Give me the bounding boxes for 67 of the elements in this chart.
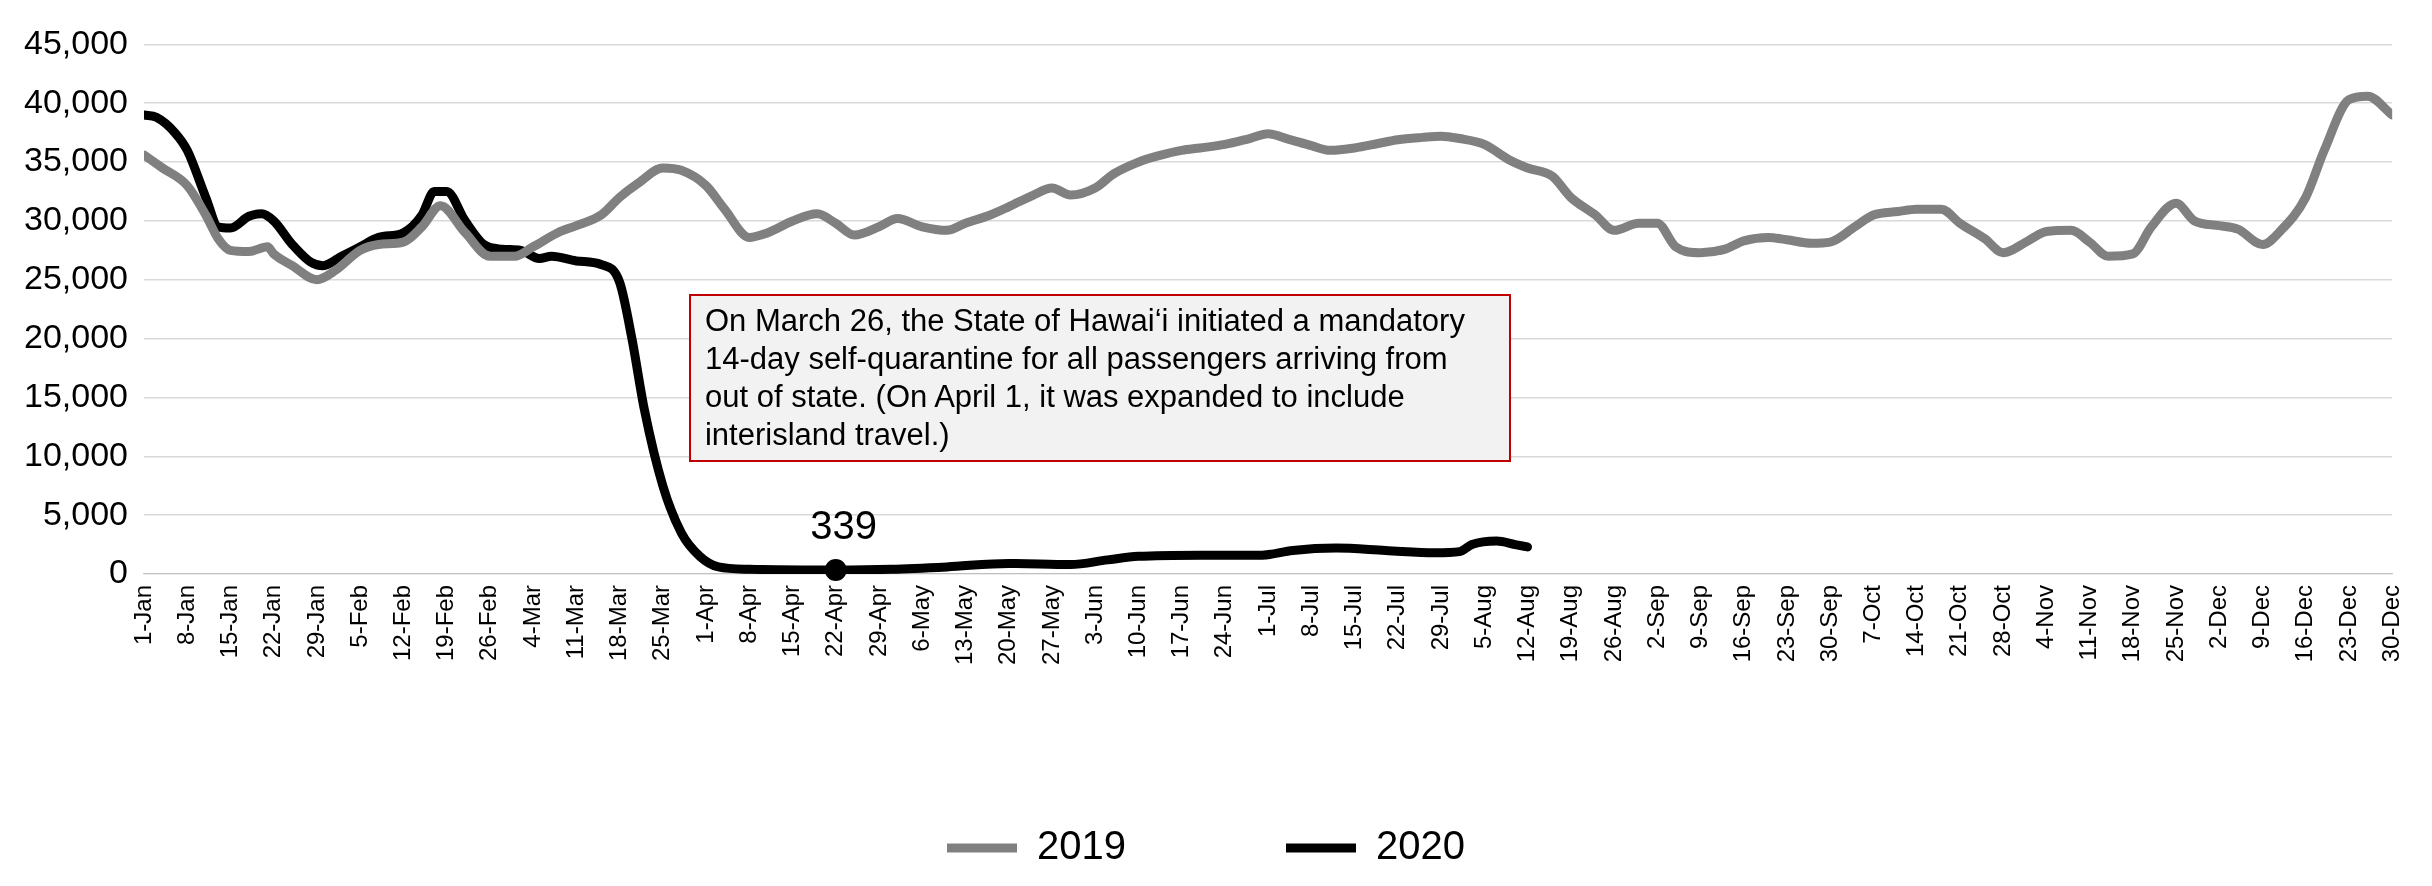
x-tick-label: 14-Oct (1901, 584, 1929, 657)
x-tick-label: 10-Jun (1123, 584, 1151, 659)
x-tick-label: 21-Oct (1944, 584, 1972, 657)
x-tick-label: 29-Jan (301, 584, 329, 659)
x-tick-label: 16-Dec (2290, 584, 2318, 663)
y-tick-label: 40,000 (23, 81, 128, 120)
x-tick-label: 22-Apr (820, 584, 848, 658)
x-tick-label: 5-Aug (1468, 584, 1496, 650)
y-tick-label: 0 (109, 552, 128, 591)
x-tick-label: 25-Nov (2160, 584, 2188, 663)
x-tick-label: 4-Mar (517, 584, 545, 648)
x-tick-label: 8-Jul (1295, 584, 1323, 637)
x-tick-label: 22-Jul (1382, 584, 1410, 651)
x-tick-label: 11-Nov (2074, 584, 2102, 661)
annotation: On March 26, the State of Hawai‘i initiated a mandatory 14-day self-quarantine for all passengers arriving from out of state. (On April 1, it was expanded to include interisland travel.) (688, 293, 1511, 462)
x-tick-label: 12-Aug (1512, 584, 1540, 663)
x-tick-label: 26-Aug (1598, 584, 1626, 663)
x-tick-label: 23-Sep (1771, 584, 1799, 663)
x-tick-label: 19-Feb (431, 584, 459, 662)
x-tick-label: 4-Nov (2030, 584, 2058, 649)
legend-label: 2020 (1376, 823, 1465, 868)
x-tick-label: 6-May (906, 584, 934, 652)
legend-label: 2019 (1037, 823, 1126, 868)
x-tick-label: 17-Jun (1166, 584, 1194, 659)
x-tick-label: 15-Apr (777, 584, 805, 658)
x-tick-label: 22-Jan (258, 584, 286, 659)
x-tick-label: 25-Mar (647, 584, 675, 661)
y-tick-label: 25,000 (23, 258, 128, 297)
x-tick-label: 2-Sep (1641, 584, 1669, 650)
x-tick-label: 23-Dec (2333, 584, 2361, 663)
x-tick-label: 16-Sep (1728, 584, 1756, 663)
x-tick-label: 27-May (1036, 584, 1064, 665)
y-tick-label: 20,000 (23, 316, 128, 355)
x-tick-label: 18-Mar (604, 584, 632, 661)
x-tick-label: 28-Oct (1987, 584, 2015, 657)
y-tick-label: 15,000 (23, 375, 128, 414)
x-tick-label: 13-May (950, 584, 978, 665)
x-tick-label: 3-Jun (1079, 584, 1107, 646)
x-tick-label: 9-Dec (2247, 584, 2275, 649)
x-tick-label: 11-Mar (560, 584, 588, 660)
x-tick-label: 9-Sep (1685, 584, 1713, 650)
y-tick-label: 30,000 (23, 199, 128, 238)
x-tick-label: 1-Jan (128, 584, 156, 646)
x-tick-label: 15-Jan (215, 584, 243, 659)
x-tick-label: 8-Apr (733, 584, 761, 644)
x-tick-label: 20-May (993, 584, 1021, 665)
x-tick-label: 1-Jul (1252, 584, 1280, 637)
x-tick-label: 12-Feb (388, 584, 416, 662)
x-tick-label: 15-Jul (1339, 584, 1367, 651)
x-tick-label: 29-Apr (863, 584, 891, 658)
annotation: 339 (810, 503, 878, 548)
x-tick-label: 7-Oct (1858, 584, 1886, 644)
x-tick-label: 19-Aug (1555, 584, 1583, 663)
x-tick-label: 1-Apr (690, 584, 718, 644)
x-tick-label: 24-Jun (1209, 584, 1237, 659)
x-tick-label: 2-Dec (2203, 584, 2231, 649)
x-tick-label: 5-Feb (344, 584, 372, 648)
x-tick-label: 18-Nov (2117, 584, 2145, 663)
y-tick-label: 10,000 (23, 434, 128, 473)
x-tick-label: 30-Sep (1814, 584, 1842, 663)
x-tick-label: 8-Jan (171, 584, 199, 646)
x-tick-label: 26-Feb (474, 584, 502, 662)
y-tick-label: 45,000 (23, 22, 128, 61)
x-tick-label: 29-Jul (1425, 584, 1453, 651)
y-tick-label: 5,000 (42, 493, 128, 532)
y-tick-label: 35,000 (23, 140, 128, 179)
x-tick-label: 30-Dec (2376, 584, 2404, 663)
